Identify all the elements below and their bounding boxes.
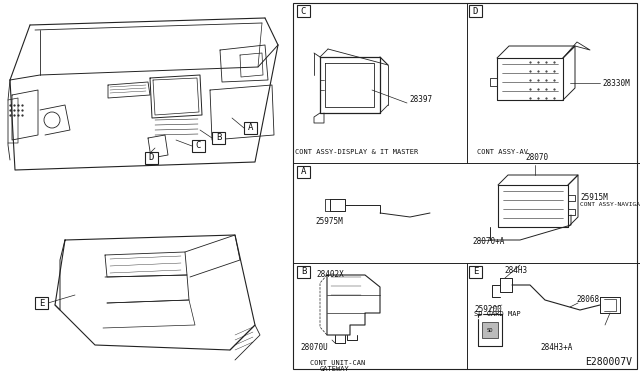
Text: 28330M: 28330M <box>602 78 630 87</box>
Text: CONT ASSY-AV: CONT ASSY-AV <box>477 149 528 155</box>
Text: SD: SD <box>487 327 493 333</box>
Bar <box>212 132 225 144</box>
Bar <box>469 266 482 278</box>
Bar <box>297 166 310 178</box>
Bar <box>297 266 310 278</box>
Text: 28397: 28397 <box>409 96 432 105</box>
Text: C: C <box>196 141 201 151</box>
Bar <box>145 152 158 164</box>
Text: D: D <box>473 6 478 16</box>
Text: 25975M: 25975M <box>315 217 343 226</box>
Text: D: D <box>149 154 154 163</box>
Text: 284H3: 284H3 <box>504 266 527 275</box>
Text: 28070: 28070 <box>525 153 548 162</box>
Text: E: E <box>39 298 44 308</box>
Text: GATEWAY: GATEWAY <box>320 366 349 372</box>
Text: 259200: 259200 <box>474 305 502 314</box>
Text: CONT UNIT-CAN: CONT UNIT-CAN <box>310 360 365 366</box>
Bar <box>293 3 637 369</box>
Text: E280007V: E280007V <box>585 357 632 367</box>
Bar <box>469 5 482 17</box>
Text: B: B <box>301 267 306 276</box>
Text: CONT ASSY-NAVIGATION: CONT ASSY-NAVIGATION <box>580 202 640 208</box>
Bar <box>192 140 205 152</box>
Bar <box>297 5 310 17</box>
Bar <box>35 297 48 309</box>
Text: E: E <box>473 267 478 276</box>
Text: 25915M: 25915M <box>580 192 608 202</box>
Text: C: C <box>301 6 306 16</box>
Text: 28402X: 28402X <box>316 270 344 279</box>
Bar <box>244 122 257 134</box>
Text: A: A <box>248 124 253 132</box>
Text: B: B <box>216 134 221 142</box>
Bar <box>482 322 498 338</box>
Text: 28068: 28068 <box>576 295 599 305</box>
Text: 284H3+A: 284H3+A <box>540 343 572 353</box>
Text: A: A <box>301 167 306 176</box>
Text: SD CARD MAP: SD CARD MAP <box>474 311 521 317</box>
Text: 28070U: 28070U <box>300 343 328 352</box>
Text: 28070+A: 28070+A <box>472 237 504 247</box>
Text: CONT ASSY-DISPLAY & IT MASTER: CONT ASSY-DISPLAY & IT MASTER <box>295 149 419 155</box>
